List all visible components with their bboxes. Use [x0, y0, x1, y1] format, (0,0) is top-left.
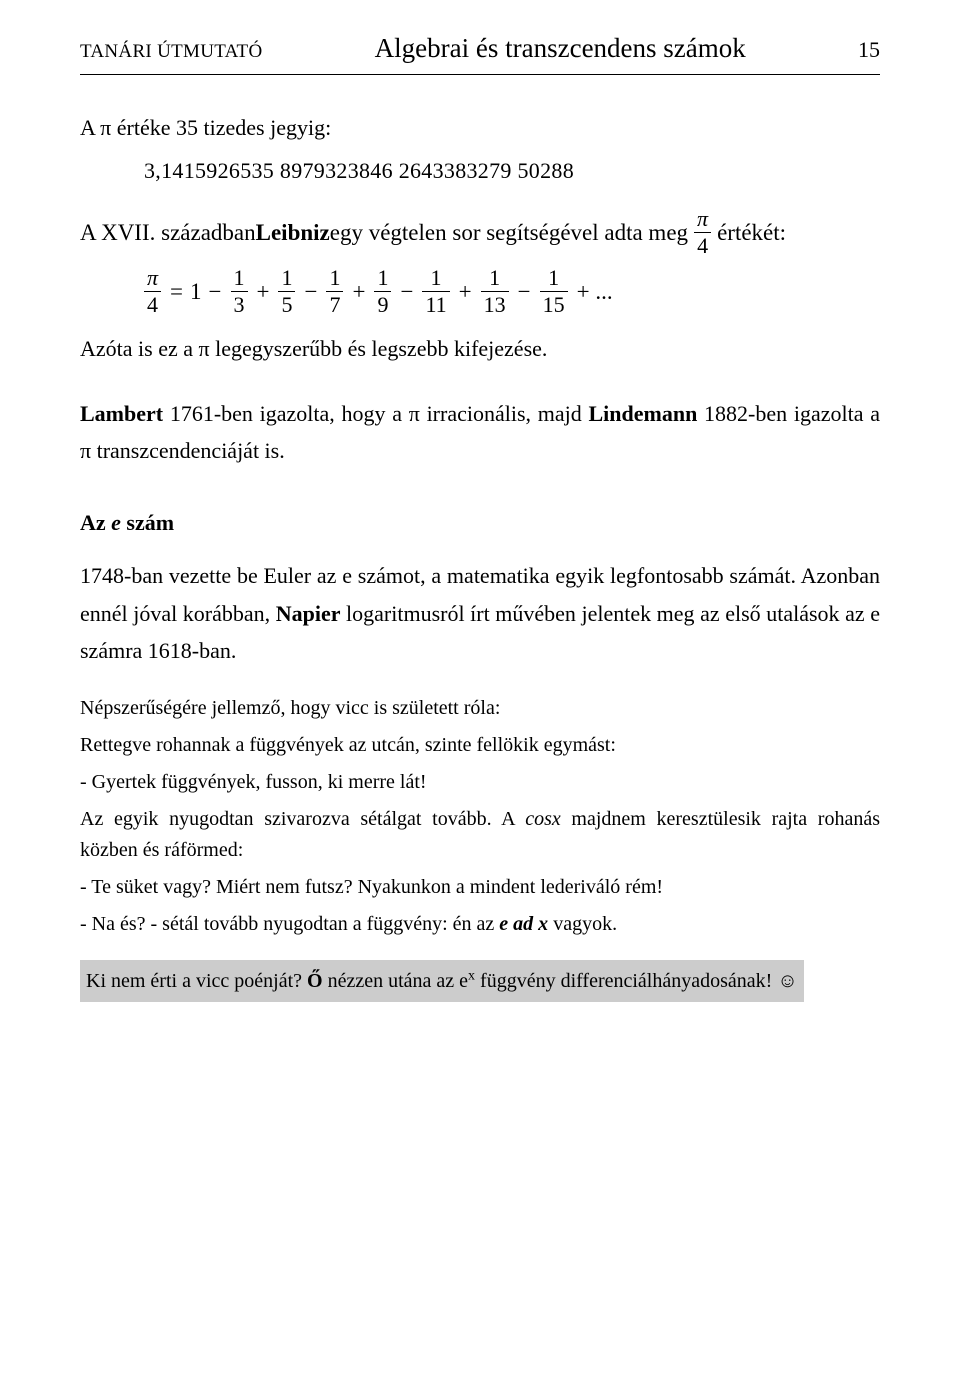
- operator: −: [304, 272, 317, 311]
- frac-num: 1: [374, 267, 391, 289]
- napier-name: Napier: [276, 601, 341, 626]
- lambert-name: Lambert: [80, 401, 163, 426]
- pi-intro: A π értéke 35 tizedes jegyig: 3,14159265…: [80, 109, 880, 190]
- heading-text: Az: [80, 510, 111, 535]
- frac-den: 13: [481, 294, 509, 316]
- highlight-box: Ki nem érti a vicc poénját? Ő nézzen utá…: [80, 960, 804, 1002]
- fraction-term: 15: [278, 267, 295, 316]
- joke-line-5: - Na és? - sétál tovább nyugodtan a függ…: [80, 909, 880, 940]
- joke-line-2: - Gyertek függvények, fusson, ki merre l…: [80, 767, 880, 798]
- operator: +: [257, 272, 270, 311]
- text: nézzen utána az e: [323, 970, 468, 992]
- leibniz-lhs: π 4: [144, 267, 161, 316]
- frac-num: π: [694, 208, 711, 230]
- operator: +: [352, 272, 365, 311]
- leibniz-tail: + ...: [577, 272, 613, 311]
- text: Az egyik nyugodtan szivarozva sétálgat t…: [80, 808, 525, 830]
- exponent-x: x: [468, 969, 475, 984]
- header-title: Algebrai és transzcendens számok: [375, 26, 746, 72]
- pi-intro-text: A π értéke 35 tizedes jegyig:: [80, 115, 331, 140]
- joke-intro: Népszerűségére jellemző, hogy vicc is sz…: [80, 693, 880, 724]
- leibniz-intro-prefix: A XVII. században: [80, 213, 256, 252]
- highlight-bold: Ő: [307, 970, 323, 992]
- pi-over-4-inline: π 4: [694, 208, 711, 257]
- frac-num: 1: [428, 267, 445, 289]
- operator: −: [400, 272, 413, 311]
- operator: −: [209, 272, 222, 311]
- joke-line-1: Rettegve rohannak a függvények az utcán,…: [80, 730, 880, 761]
- fraction-term: 111: [422, 267, 449, 316]
- text: vagyok.: [548, 913, 617, 935]
- fraction-term: 113: [481, 267, 509, 316]
- euler-para: 1748-ban vezette be Euler az e számot, a…: [80, 557, 880, 669]
- cosx: cosx: [525, 808, 561, 830]
- frac-den: 4: [694, 235, 711, 257]
- leibniz-one: 1: [190, 272, 202, 311]
- smiley-icon: ☺: [777, 970, 797, 992]
- frac-den: 15: [540, 294, 568, 316]
- section-e-heading: Az e szám: [80, 504, 880, 541]
- leibniz-name: Leibniz: [256, 213, 330, 252]
- operator: −: [518, 272, 531, 311]
- frac-den: 9: [374, 294, 391, 316]
- leibniz-intro-suffix: értékét:: [717, 213, 786, 252]
- heading-e: e: [111, 510, 121, 535]
- fraction-term: 17: [326, 267, 343, 316]
- frac-num: 1: [545, 267, 562, 289]
- heading-text: szám: [121, 510, 174, 535]
- equals: =: [170, 272, 183, 311]
- page-header: TANÁRI ÚTMUTATÓ Algebrai és transzcenden…: [80, 26, 880, 75]
- leibniz-intro: A XVII. században Leibniz egy végtelen s…: [80, 208, 880, 257]
- leibniz-terms: −13+15−17+19−111+113−115: [202, 267, 570, 316]
- leibniz-intro-mid: egy végtelen sor segítségével adta meg: [330, 213, 688, 252]
- frac-num: 1: [326, 267, 343, 289]
- frac-den: 5: [278, 294, 295, 316]
- lambert-lindemann: Lambert 1761-ben igazolta, hogy a π irra…: [80, 395, 880, 470]
- lindemann-name: Lindemann: [588, 401, 697, 426]
- pi-digits: 3,1415926535 8979323846 2643383279 50288: [144, 152, 880, 189]
- frac-den: 4: [144, 294, 161, 316]
- frac-den: 11: [422, 294, 449, 316]
- frac-num: 1: [486, 267, 503, 289]
- joke-line-4: - Te süket vagy? Miért nem futsz? Nyakun…: [80, 872, 880, 903]
- leibniz-formula: π 4 = 1 −13+15−17+19−111+113−115 + ...: [142, 267, 880, 316]
- operator: +: [459, 272, 472, 311]
- header-left: TANÁRI ÚTMUTATÓ: [80, 36, 262, 68]
- frac-num: 1: [231, 267, 248, 289]
- frac-den: 7: [326, 294, 343, 316]
- frac-num: π: [144, 267, 161, 289]
- page-number: 15: [858, 31, 880, 68]
- e-ad-x: e ad x: [499, 913, 548, 935]
- joke-line-3: Az egyik nyugodtan szivarozva sétálgat t…: [80, 804, 880, 866]
- fraction-term: 13: [231, 267, 248, 316]
- frac-den: 3: [231, 294, 248, 316]
- text: 1761-ben igazolta, hogy a π irracionális…: [163, 401, 588, 426]
- text: - Na és? - sétál tovább nyugodtan a függ…: [80, 913, 499, 935]
- fraction-term: 19: [374, 267, 391, 316]
- pi-conclusion: Azóta is ez a π legegyszerűbb és legszeb…: [80, 330, 880, 367]
- fraction-term: 115: [540, 267, 568, 316]
- frac-num: 1: [278, 267, 295, 289]
- text: függvény differenciálhányadosának!: [475, 970, 777, 992]
- leibniz-intro-line: A XVII. században Leibniz egy végtelen s…: [80, 208, 880, 257]
- text: Ki nem érti a vicc poénját?: [86, 970, 307, 992]
